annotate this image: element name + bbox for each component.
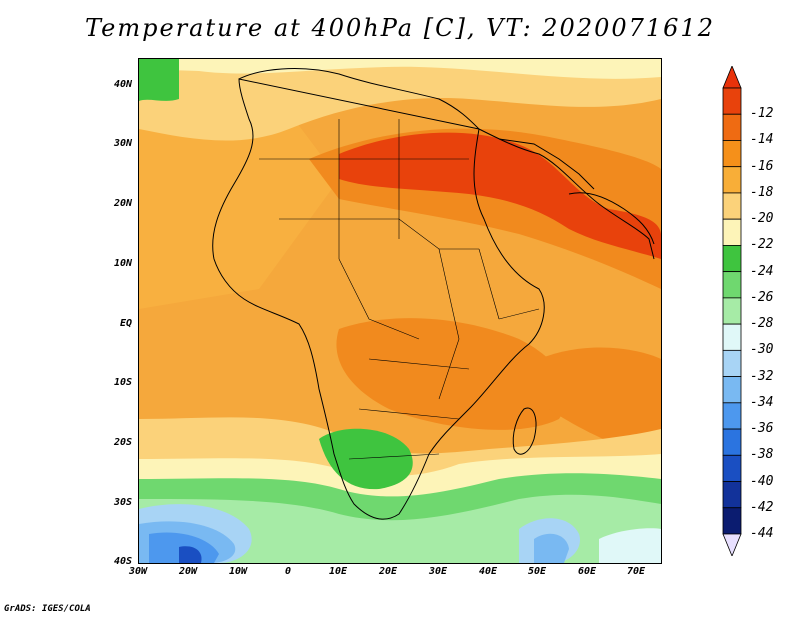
y-tick-20s: 20S bbox=[113, 437, 132, 448]
colorbar-swatch bbox=[722, 166, 742, 194]
grads-credit: GrADS: IGES/COLA bbox=[4, 604, 91, 614]
colorbar bbox=[722, 66, 742, 556]
field-cold-far-se bbox=[599, 528, 661, 563]
colorbar-over-triangle bbox=[722, 66, 742, 89]
y-tick-10s: 10S bbox=[113, 377, 132, 388]
x-tick-60e: 60E bbox=[577, 566, 597, 577]
colorbar-label: -20 bbox=[750, 211, 774, 227]
colorbar-label: -38 bbox=[750, 447, 774, 463]
colorbar-swatch bbox=[722, 140, 742, 168]
colorbar-label: -22 bbox=[750, 237, 774, 253]
y-tick-20n: 20N bbox=[113, 198, 132, 209]
colorbar-label: -26 bbox=[750, 289, 774, 305]
colorbar-swatch bbox=[722, 481, 742, 509]
field-north-coolest bbox=[139, 59, 661, 79]
x-tick-0: 0 bbox=[284, 566, 292, 577]
colorbar-under-triangle bbox=[722, 533, 742, 556]
colorbar-label: -12 bbox=[750, 106, 774, 122]
field-north-cool bbox=[139, 59, 661, 141]
colorbar-label: -40 bbox=[750, 473, 774, 489]
colorbar-swatch bbox=[722, 87, 742, 115]
colorbar-label: -32 bbox=[750, 368, 774, 384]
colorbar-swatch bbox=[722, 218, 742, 246]
colorbar-label: -14 bbox=[750, 132, 774, 148]
colorbar-label: -44 bbox=[750, 526, 774, 541]
colorbar-swatch bbox=[722, 245, 742, 273]
colorbar-label: -28 bbox=[750, 316, 774, 332]
map-plot-area bbox=[138, 58, 662, 564]
x-tick-20w: 20W bbox=[178, 566, 198, 577]
colorbar-label: -30 bbox=[750, 342, 774, 358]
colorbar-label: -42 bbox=[750, 499, 774, 515]
colorbar-swatch bbox=[722, 192, 742, 220]
y-tick-30s: 30S bbox=[113, 497, 132, 508]
coastlines bbox=[212, 68, 655, 520]
colorbar-label: -36 bbox=[750, 421, 774, 437]
field-southafrica-green bbox=[319, 428, 413, 490]
x-tick-10w: 10W bbox=[228, 566, 248, 577]
chart-title: Temperature at 400hPa [C], VT: 202007161… bbox=[85, 14, 715, 42]
colorbar-label: -16 bbox=[750, 158, 774, 174]
x-tick-40e: 40E bbox=[478, 566, 498, 577]
colorbar-swatch bbox=[722, 454, 742, 482]
colorbar-swatch bbox=[722, 428, 742, 456]
x-tick-20e: 20E bbox=[378, 566, 398, 577]
colorbar-swatch bbox=[722, 271, 742, 299]
y-tick-40n: 40N bbox=[113, 79, 132, 90]
colorbar-swatch bbox=[722, 349, 742, 377]
y-tick-40s: 40S bbox=[113, 556, 132, 567]
x-tick-10e: 10E bbox=[328, 566, 348, 577]
y-tick-30n: 30N bbox=[113, 138, 132, 149]
colorbar-label: -18 bbox=[750, 184, 774, 200]
colorbar-swatch bbox=[722, 323, 742, 351]
country-borders bbox=[259, 119, 540, 460]
colorbar-label: -24 bbox=[750, 263, 774, 279]
colorbar-swatch bbox=[722, 113, 742, 141]
field-warm-west bbox=[139, 99, 339, 309]
x-tick-30w: 30W bbox=[128, 566, 148, 577]
y-tick-eq: EQ bbox=[119, 318, 132, 329]
temperature-map bbox=[139, 59, 661, 563]
colorbar-label: -34 bbox=[750, 394, 774, 410]
colorbar-swatch bbox=[722, 402, 742, 430]
x-tick-30e: 30E bbox=[428, 566, 448, 577]
field-cold-se-mid bbox=[534, 533, 569, 563]
colorbar-swatch bbox=[722, 507, 742, 535]
field-east-patch bbox=[539, 347, 661, 459]
x-tick-70e: 70E bbox=[626, 566, 646, 577]
colorbar-swatch bbox=[722, 376, 742, 404]
field-central-patch bbox=[336, 318, 567, 430]
y-tick-10n: 10N bbox=[113, 258, 132, 269]
field-minus12-core bbox=[339, 132, 661, 259]
field-cold-sw-core bbox=[179, 546, 202, 563]
x-tick-50e: 50E bbox=[527, 566, 547, 577]
field-green-nw bbox=[139, 59, 179, 101]
colorbar-swatch bbox=[722, 297, 742, 325]
